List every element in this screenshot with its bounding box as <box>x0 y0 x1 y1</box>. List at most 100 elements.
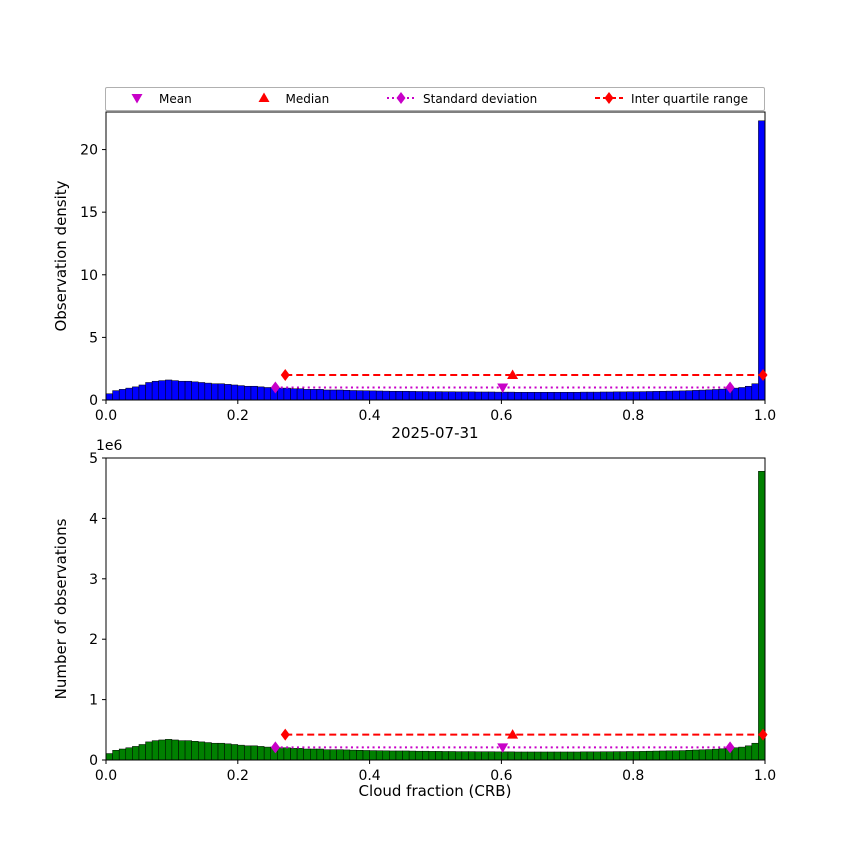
histogram-bar <box>402 750 410 761</box>
histogram-bar <box>132 386 140 401</box>
histogram-bar <box>277 747 285 761</box>
triangle-up-glyph <box>258 92 270 102</box>
histogram-bar <box>303 389 311 401</box>
histogram-bar <box>501 391 509 401</box>
histogram-bar <box>369 750 377 761</box>
histogram-bar <box>698 749 706 761</box>
y-tick-label: 5 <box>89 451 98 467</box>
histogram-bar <box>632 751 641 761</box>
histogram-bar <box>527 391 535 401</box>
histogram-bar <box>323 749 331 761</box>
histogram-bar <box>336 389 344 401</box>
histogram-bar <box>613 751 621 761</box>
triangle-down-marker <box>497 383 509 393</box>
histogram-bar <box>342 389 351 401</box>
diamond-marker <box>270 381 280 394</box>
histogram-bar <box>659 390 667 401</box>
histogram-bar <box>244 745 252 761</box>
histogram-bar <box>263 387 272 401</box>
histogram-bar <box>718 388 726 401</box>
histogram-bar <box>665 750 673 761</box>
histogram-bar <box>132 746 140 761</box>
histogram-bar <box>744 745 753 761</box>
histogram-bar <box>402 390 410 401</box>
top-y-axis-label: Observation density <box>52 180 70 332</box>
x-tick-label: 0.8 <box>622 408 644 424</box>
histogram-bar <box>731 387 739 401</box>
histogram-bar <box>468 751 476 761</box>
legend-label-iqr: Inter quartile range <box>631 92 748 106</box>
diamond-marker <box>725 741 735 754</box>
histogram-bar <box>705 389 713 401</box>
y-tick-label: 0 <box>89 753 98 769</box>
triangle-down-marker <box>497 743 509 753</box>
histogram-bar <box>619 391 627 401</box>
histogram-bar <box>165 379 173 401</box>
histogram-bar <box>553 391 561 401</box>
histogram-bar <box>632 391 641 401</box>
histogram-bar <box>118 389 127 401</box>
histogram-bar <box>441 391 449 401</box>
histogram-bar <box>145 382 153 401</box>
diamond-marker <box>758 368 768 381</box>
histogram-bar <box>198 382 206 401</box>
y-tick-label: 4 <box>89 511 98 527</box>
histogram-bar <box>692 390 700 401</box>
histogram-bar <box>606 751 614 761</box>
histogram-bar <box>303 748 311 761</box>
histogram-bar <box>494 751 502 761</box>
histogram-bar <box>487 751 496 761</box>
histogram-bar <box>718 748 726 761</box>
histogram-bar <box>375 390 384 401</box>
histogram-bar <box>283 747 291 761</box>
legend-item-iqr: Inter quartile range <box>594 90 748 109</box>
histogram-bar <box>705 749 713 761</box>
x-tick-label: 1.0 <box>754 408 776 424</box>
diamond-marker <box>758 728 768 741</box>
histogram-bar <box>507 751 515 761</box>
histogram-bar <box>230 744 239 761</box>
histogram-bar <box>362 390 370 401</box>
histogram-bar <box>435 391 443 401</box>
histogram-bar <box>560 751 568 761</box>
histogram-bar <box>455 391 463 401</box>
histogram-bar <box>408 750 416 761</box>
histogram-bar <box>125 747 133 761</box>
histogram-bar <box>573 751 581 761</box>
histogram-bar <box>573 391 581 401</box>
histogram-bar <box>428 751 436 761</box>
histogram-bar <box>567 751 575 761</box>
legend-item-median: Median <box>249 90 329 109</box>
histogram-bar <box>158 380 166 401</box>
histogram-bar <box>553 751 561 761</box>
x-tick-label: 0.0 <box>95 408 117 424</box>
histogram-bar <box>527 751 535 761</box>
histogram-bar <box>448 391 456 401</box>
y-tick-label: 0 <box>89 393 98 409</box>
histogram-bar <box>738 746 746 761</box>
histogram-bar <box>672 750 680 761</box>
histogram-bar <box>639 391 647 401</box>
histogram-bar <box>685 390 693 401</box>
histogram-bar <box>171 739 179 761</box>
bottom-plot-title: 2025-07-31 <box>391 424 479 442</box>
x-tick-label: 0.0 <box>95 768 117 784</box>
histogram-bar <box>138 384 146 401</box>
histogram-bar <box>547 391 555 401</box>
histogram-bar <box>408 391 416 401</box>
histogram-bar <box>422 391 430 401</box>
diamond-marker <box>280 368 290 381</box>
histogram-bar <box>224 743 232 761</box>
bottom-y-axis-label: Number of observations <box>52 518 70 700</box>
histogram-bar <box>178 380 186 401</box>
histogram-bar <box>316 389 324 401</box>
histogram-bar <box>217 742 225 761</box>
histogram-bar <box>389 390 397 401</box>
histogram-bar <box>468 391 476 401</box>
histogram-bar <box>224 384 232 401</box>
histogram-bar <box>237 744 245 761</box>
histogram-bar <box>151 740 159 761</box>
histogram-bar <box>685 750 693 761</box>
histogram-bar <box>606 391 614 401</box>
